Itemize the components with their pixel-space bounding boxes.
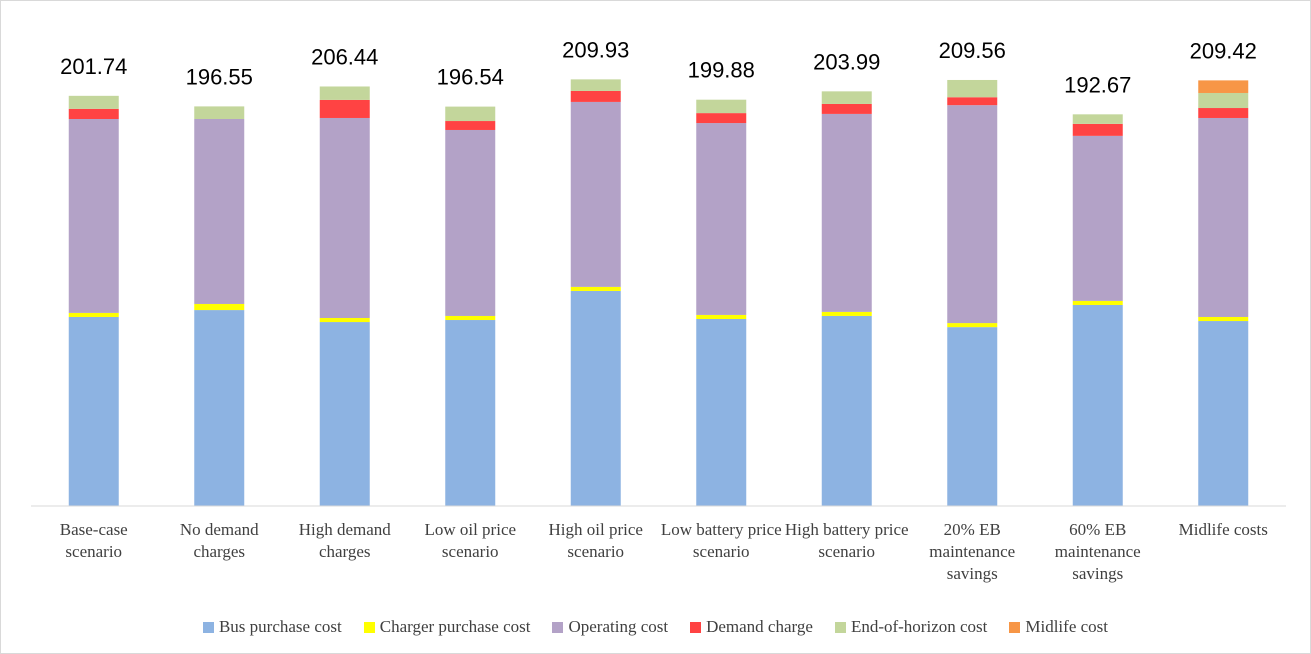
total-label: 209.42 bbox=[1190, 38, 1257, 63]
bar-segment bbox=[947, 105, 998, 324]
legend-item: End-of-horizon cost bbox=[834, 617, 988, 637]
bar-segment bbox=[821, 91, 872, 104]
x-tick-label: Low oil price scenario bbox=[424, 520, 517, 561]
x-tick-label: 20% EB maintenance savings bbox=[929, 520, 1016, 583]
bar-segment bbox=[194, 310, 245, 506]
x-tick-label: Low battery price scenario bbox=[660, 520, 782, 561]
total-label: 196.55 bbox=[186, 64, 253, 89]
x-tick-label: High oil price scenario bbox=[548, 520, 643, 561]
bar-segment bbox=[947, 97, 998, 106]
bar-segment bbox=[696, 123, 747, 315]
legend-label: Midlife cost bbox=[1025, 617, 1109, 636]
x-tick-label: High battery price scenario bbox=[784, 520, 909, 561]
bar-segment bbox=[1072, 135, 1123, 301]
bar-segment bbox=[696, 99, 747, 114]
legend-item: Midlife cost bbox=[1009, 617, 1108, 637]
bar-segment bbox=[947, 79, 998, 98]
bar-segment bbox=[821, 113, 872, 312]
bar-segment bbox=[1198, 108, 1249, 118]
bar-segment bbox=[1072, 123, 1123, 136]
total-label: 192.67 bbox=[1064, 72, 1131, 97]
bar-segment bbox=[194, 106, 245, 120]
bar-segment bbox=[570, 90, 621, 102]
bar-segment bbox=[319, 322, 370, 506]
bar-segment bbox=[319, 117, 370, 318]
legend-item: Bus purchase cost bbox=[202, 617, 342, 637]
bar-segment bbox=[1198, 92, 1249, 109]
bar-segment bbox=[696, 314, 747, 320]
total-label: 206.44 bbox=[311, 44, 378, 69]
bar-segment bbox=[947, 327, 998, 506]
bar-segment bbox=[821, 315, 872, 506]
total-label: 201.74 bbox=[60, 54, 127, 79]
legend: Bus purchase cost Charger purchase cost Op… bbox=[1, 617, 1310, 637]
legend-swatch bbox=[552, 621, 564, 633]
bar-segment bbox=[1072, 304, 1123, 506]
legend-label: Bus purchase cost bbox=[218, 617, 342, 636]
bar-segment bbox=[319, 86, 370, 100]
x-tick-label: Base-case scenario bbox=[59, 520, 128, 561]
total-label: 196.54 bbox=[437, 65, 504, 90]
legend-label: Operating cost bbox=[568, 617, 669, 636]
legend-swatch bbox=[690, 621, 702, 633]
bar-segment bbox=[445, 121, 496, 130]
bar-segment bbox=[68, 119, 119, 313]
bar-segment bbox=[570, 101, 621, 287]
bar-segment bbox=[194, 303, 245, 311]
x-tick-label: Midlife costs bbox=[1178, 520, 1268, 539]
total-label: 209.56 bbox=[939, 38, 1006, 63]
bar-segment bbox=[68, 108, 119, 120]
bar-segment bbox=[1072, 114, 1123, 124]
legend-label: End-of-horizon cost bbox=[850, 617, 988, 636]
bar-segment bbox=[696, 319, 747, 506]
bar-segment bbox=[319, 99, 370, 118]
legend-item: Charger purchase cost bbox=[363, 617, 531, 637]
legend-swatch bbox=[834, 621, 846, 633]
legend-item: Operating cost bbox=[552, 617, 668, 637]
bar-segment bbox=[445, 315, 496, 321]
legend-swatch bbox=[1009, 621, 1021, 633]
bar-segment bbox=[1198, 321, 1249, 506]
x-tick-label: No demand charges bbox=[179, 520, 259, 561]
bar-segment bbox=[696, 113, 747, 124]
bar-segment bbox=[319, 317, 370, 323]
legend-label: Charger purchase cost bbox=[379, 617, 531, 636]
legend-label: Demand charge bbox=[706, 617, 813, 636]
bar-segment bbox=[1072, 300, 1123, 305]
bar-segment bbox=[1198, 316, 1249, 322]
legend-swatch bbox=[363, 621, 375, 633]
bar-segment bbox=[570, 79, 621, 91]
bar-segment bbox=[445, 129, 496, 316]
bar-segment bbox=[68, 312, 119, 317]
bar-segment bbox=[68, 95, 119, 109]
x-tick-label: High demand charges bbox=[298, 520, 391, 561]
bar-segment bbox=[821, 311, 872, 316]
x-tick-label: 60% EB maintenance savings bbox=[1054, 520, 1141, 583]
legend-swatch bbox=[202, 621, 214, 633]
bar-segment bbox=[1198, 80, 1249, 93]
bar-segment bbox=[570, 286, 621, 291]
bar-segment bbox=[947, 323, 998, 328]
total-label: 203.99 bbox=[813, 49, 880, 74]
bar-segment bbox=[68, 316, 119, 506]
total-label: 199.88 bbox=[688, 58, 755, 83]
bar-segment bbox=[1198, 117, 1249, 317]
legend-item: Demand charge bbox=[690, 617, 813, 637]
bar-segment bbox=[445, 320, 496, 506]
bar-segment bbox=[570, 290, 621, 506]
total-label: 209.93 bbox=[562, 37, 629, 62]
bar-segment bbox=[194, 119, 245, 304]
bar-segment bbox=[445, 106, 496, 122]
bar-segment bbox=[821, 103, 872, 114]
